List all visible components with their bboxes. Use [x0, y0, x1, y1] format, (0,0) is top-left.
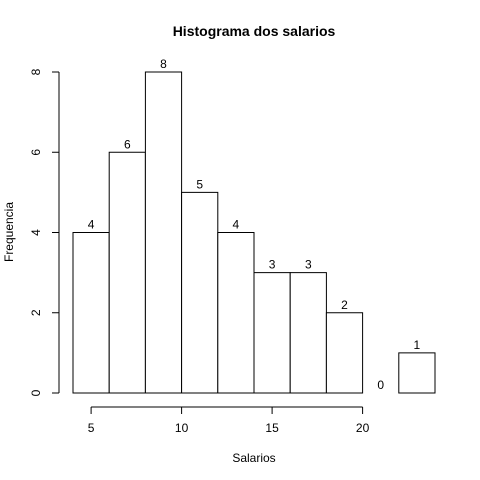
y-tick-label: 8 [29, 68, 43, 75]
bar-count-label: 1 [414, 338, 421, 352]
bars-group: 4 6 8 5 4 3 3 2 0 1 [72, 57, 436, 394]
bar-count-label: 6 [124, 137, 131, 151]
histogram-bar [144, 71, 183, 394]
bar-count-label: 3 [269, 258, 276, 272]
bar-count-label: 4 [88, 218, 95, 232]
histogram-bar [289, 272, 327, 394]
bar-count-label: 5 [196, 177, 203, 191]
x-tick-label: 15 [265, 421, 279, 435]
bar-count-label: 3 [305, 258, 312, 272]
y-tick-label: 4 [29, 229, 43, 236]
bar-count-label: 4 [233, 218, 240, 232]
y-axis-label: Frequencia [2, 202, 16, 262]
histogram-bar [325, 312, 364, 394]
histogram-bar [217, 232, 255, 394]
histogram-bar [253, 272, 291, 394]
x-tick-label: 10 [175, 421, 189, 435]
y-tick-label: 0 [29, 389, 43, 396]
chart-title: Histograma dos salarios [173, 23, 336, 39]
x-tick-label: 20 [356, 421, 370, 435]
x-axis-label: Salarios [232, 451, 275, 465]
bar-count-label: 2 [341, 298, 348, 312]
x-tick-label: 5 [88, 421, 95, 435]
x-axis: 5 10 15 20 [88, 406, 370, 435]
y-tick-label: 2 [29, 309, 43, 316]
histogram-bar [72, 232, 110, 394]
bar-count-label: 0 [377, 378, 384, 392]
bar-count-label: 8 [160, 57, 167, 71]
histogram-bar [398, 352, 436, 394]
y-tick-label: 6 [29, 149, 43, 156]
histogram-bar [108, 151, 146, 394]
histogram-bar [181, 191, 219, 394]
y-axis: 0 2 4 6 8 [29, 68, 60, 396]
